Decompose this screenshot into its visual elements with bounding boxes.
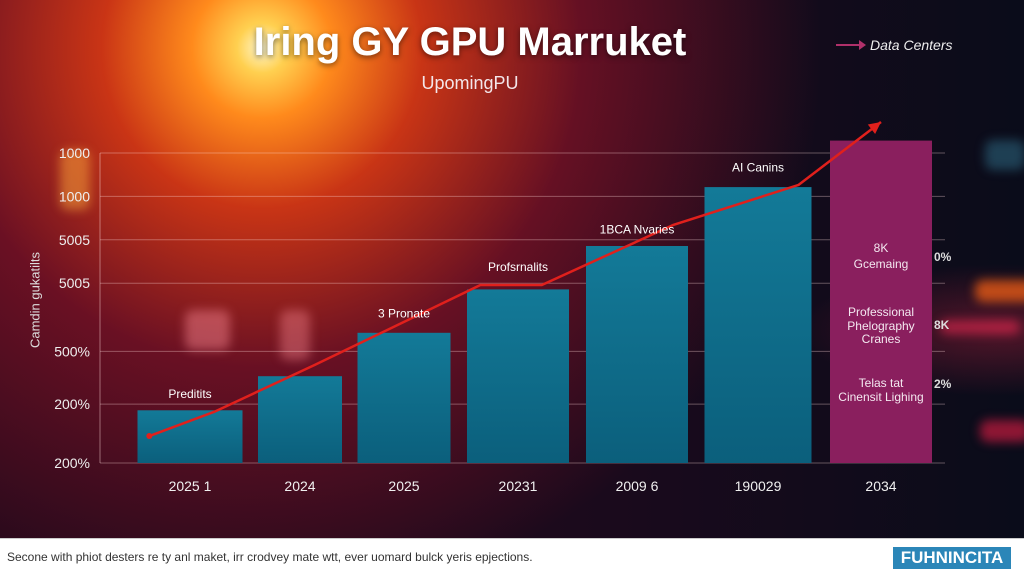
bar bbox=[258, 376, 342, 463]
legend-arrow-icon bbox=[836, 40, 866, 50]
highlight-bar-label: Gcemaing bbox=[854, 257, 909, 271]
bar bbox=[137, 410, 243, 463]
brand-badge: FUHNINCITA bbox=[893, 547, 1011, 569]
right-label: 0% bbox=[934, 250, 952, 264]
annotation: Preditits bbox=[168, 387, 211, 401]
x-tick-label: 2025 1 bbox=[169, 478, 212, 494]
right-label: 2% bbox=[934, 377, 952, 391]
highlight-bar-label: 8K bbox=[874, 241, 889, 255]
y-tick-label: 500% bbox=[54, 343, 90, 359]
legend-label: Data Centers bbox=[870, 37, 953, 53]
legend: Data Centers bbox=[836, 37, 952, 53]
highlight-bar-label: Telas tat bbox=[859, 376, 904, 390]
right-label: 8K bbox=[934, 318, 950, 332]
x-tick-label: 2024 bbox=[284, 478, 315, 494]
bar bbox=[830, 140, 932, 463]
bar bbox=[704, 187, 812, 463]
trend-start-dot bbox=[146, 433, 153, 440]
annotation: AI Canins bbox=[732, 161, 784, 175]
footer-caption: Secone with phiot desters re ty anl make… bbox=[7, 550, 533, 564]
x-tick-label: 2034 bbox=[865, 478, 896, 494]
x-tick-label: 2025 bbox=[388, 478, 419, 494]
y-tick-label: 5005 bbox=[59, 232, 90, 248]
bar bbox=[467, 289, 569, 463]
arrowhead-icon bbox=[867, 122, 881, 135]
footer: Secone with phiot desters re ty anl make… bbox=[0, 538, 1024, 576]
highlight-bar-label: Professional bbox=[848, 305, 914, 319]
y-tick-label: 5005 bbox=[59, 275, 90, 291]
annotation: 1BCA Nvaries bbox=[600, 223, 675, 237]
chart-plot: 1000 1000 5005 5005 500% 200% 200% 2025 1 2024 20… bbox=[54, 121, 945, 494]
highlight-bar-label: Cinensit Lighing bbox=[838, 390, 923, 404]
bar bbox=[586, 246, 688, 463]
trend-line bbox=[148, 121, 882, 438]
y-tick-label: 200% bbox=[54, 455, 90, 471]
chart-subtitle: UpomingPU bbox=[421, 73, 519, 93]
highlight-bar-label: Phelography bbox=[847, 319, 914, 333]
x-tick-label: 20231 bbox=[499, 478, 538, 494]
x-tick-label: 2009 6 bbox=[616, 478, 659, 494]
chart-title: Iring GY GPU Marruket bbox=[253, 20, 687, 64]
y-tick-label: 1000 bbox=[59, 188, 90, 204]
annotation: Profsrnalits bbox=[488, 260, 548, 274]
x-tick-label: 190029 bbox=[735, 478, 782, 494]
y-tick-label: 200% bbox=[54, 396, 90, 412]
annotation: 3 Pronate bbox=[378, 306, 430, 320]
highlight-bar-label: Cranes bbox=[862, 332, 901, 346]
y-tick-label: 1000 bbox=[59, 145, 90, 161]
bar bbox=[357, 332, 451, 463]
